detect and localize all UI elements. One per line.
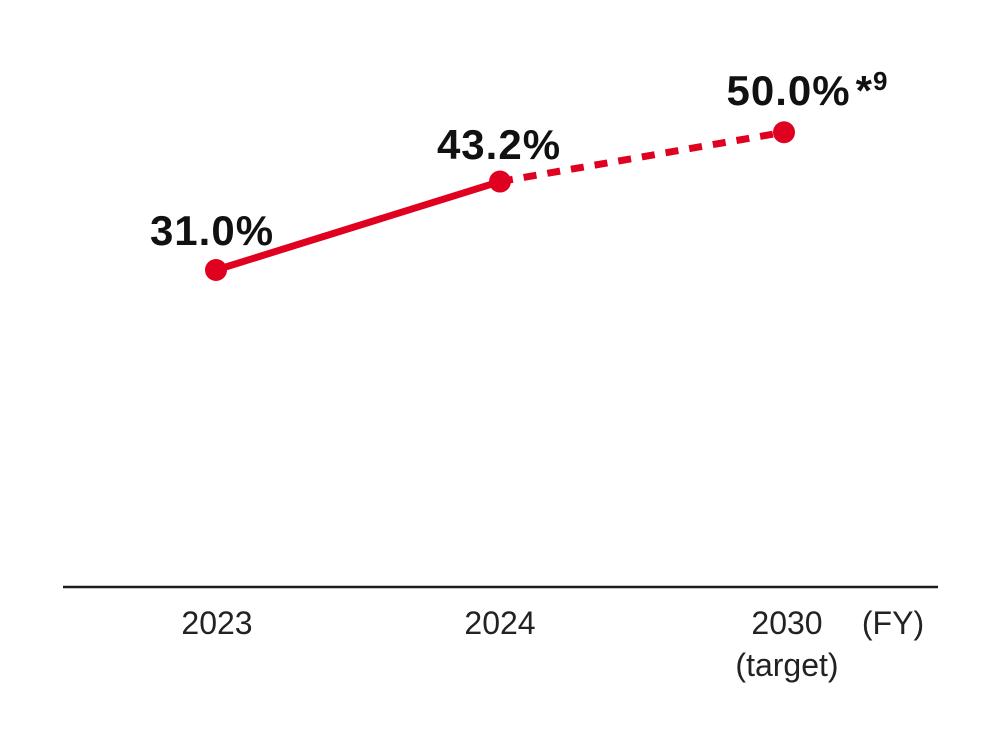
data-point-marker-2024	[489, 170, 511, 193]
x-tick-2023: 2023	[181, 605, 253, 641]
series-segment-dashed	[499, 128, 785, 185]
footnote-number: 9	[872, 66, 888, 97]
data-label-2023: 31.0%	[150, 210, 274, 252]
data-point-marker-2030	[773, 121, 795, 144]
data-point-marker-2023	[205, 259, 227, 281]
x-tick-target-note: (target)	[735, 646, 839, 683]
x-tick-2024: 2024	[464, 605, 536, 641]
footnote-asterisk-icon: *	[855, 67, 873, 115]
x-tick-2030-target: 2030 (target)	[735, 603, 838, 686]
data-label-2030-target: 50.0% *9	[726, 67, 888, 115]
data-label-value: 43.2%	[436, 120, 562, 168]
data-label-value: 31.0%	[149, 207, 275, 254]
data-label-value: 50.0%	[726, 67, 851, 115]
x-axis-unit-label: (FY)	[861, 605, 925, 641]
series-segment-solid	[214, 178, 502, 274]
x-tick-year: 2030	[751, 605, 823, 641]
data-label-2024: 43.2%	[436, 120, 562, 168]
